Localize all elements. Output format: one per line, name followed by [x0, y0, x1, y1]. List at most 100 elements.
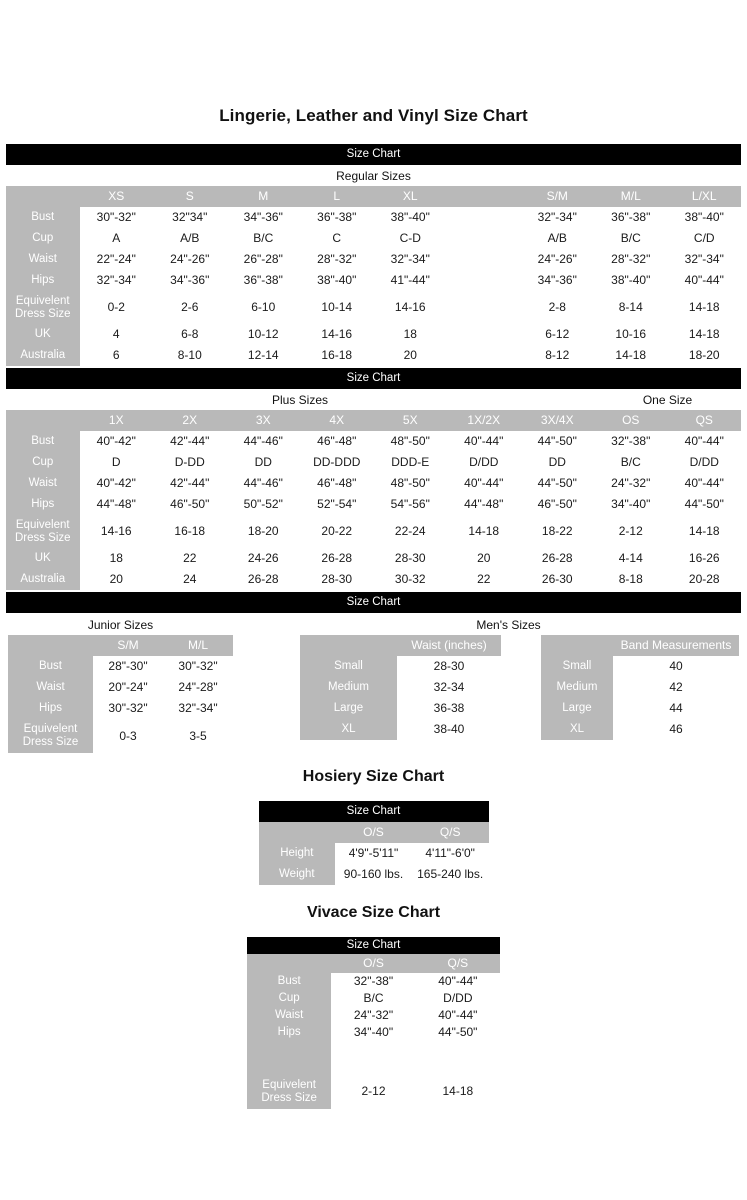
cell: 46"-48"	[300, 473, 374, 494]
plus-column-header-row: 1X 2X 3X 4X 5X 1X/2X 3X/4X OS QS	[6, 410, 741, 431]
vivace-col-qs: Q/S	[415, 954, 500, 973]
regular-column-header-row: XS S M L XL S/M M/L L/XL	[6, 186, 741, 207]
cell: 26"-28"	[226, 249, 300, 270]
page-title: Lingerie, Leather and Vinyl Size Chart	[219, 106, 528, 125]
cell: 38-40	[397, 719, 501, 740]
hosiery-col-qs: Q/S	[411, 822, 489, 843]
plus-col-1x: 1X	[79, 410, 153, 431]
cell: 0-3	[93, 719, 163, 753]
hosiery-col-os: O/S	[335, 822, 412, 843]
cell: 12-14	[226, 345, 300, 366]
row-label-waist: Waist	[8, 677, 93, 698]
cell: 24"-26"	[520, 249, 594, 270]
cell: 34"-40"	[331, 1024, 416, 1041]
vivace-bar-row: Size Chart	[247, 937, 500, 954]
table-row: Bust 40"-42" 42"-44" 44"-46" 46"-48" 48"…	[6, 431, 741, 452]
cell: 34"-36"	[153, 270, 227, 291]
cell: 30-32	[373, 569, 447, 590]
cell: DDD-E	[373, 452, 447, 473]
blank-cell	[415, 1041, 500, 1074]
table-row: Equivelent Dress Size 0-2 2-6 6-10 10-14…	[6, 291, 741, 324]
cell: D-DD	[153, 452, 227, 473]
size-chart-bar: Size Chart	[6, 144, 741, 165]
hosiery-bar-row: Size Chart	[258, 801, 489, 822]
cell: 50"-52"	[226, 494, 300, 515]
spacer	[0, 787, 747, 801]
hosiery-size-table: Size Chart O/S Q/S Height 4'9"-5'11" 4'1…	[258, 801, 489, 885]
row-label-waist: Waist	[6, 249, 80, 270]
cell: 6-8	[153, 324, 227, 345]
row-label-hips: Hips	[247, 1024, 332, 1041]
cell: 14-18	[594, 345, 668, 366]
cell: D	[79, 452, 153, 473]
cell: 36"-38"	[594, 207, 668, 228]
spacer	[0, 885, 747, 903]
cell: 14-18	[667, 515, 741, 548]
cell: 22-24	[373, 515, 447, 548]
cell-gap	[447, 291, 521, 324]
cell: 38"-40"	[667, 207, 741, 228]
mens-sizes-table: Waist (inches) Band Measurements Small 2…	[300, 635, 739, 740]
band-size-xl: XL	[541, 719, 613, 740]
spacer	[0, 753, 747, 767]
cell: 44"-50"	[520, 473, 594, 494]
cell: 28"-32"	[300, 249, 374, 270]
plus-col-5x: 5X	[373, 410, 447, 431]
table-row: Equivelent Dress Size 0-3 3-5	[8, 719, 233, 753]
cell: 30"-32"	[163, 656, 233, 677]
vivace-size-table: Size Chart O/S Q/S Bust 32"-38" 40"-44" …	[247, 937, 500, 1109]
cell: 4'9"-5'11"	[335, 843, 412, 864]
table-row: Waist 24"-32" 40"-44"	[247, 1007, 500, 1024]
cell: 4'11"-6'0"	[411, 843, 489, 864]
cell: C	[300, 228, 374, 249]
junior-sizes-label: Junior Sizes	[87, 618, 154, 632]
vivace-blank-row	[247, 1041, 500, 1074]
cell-spacer	[501, 656, 541, 677]
table-row: Waist 20"-24" 24"-28"	[8, 677, 233, 698]
table-row: Large 36-38 Large 44	[300, 698, 739, 719]
row-label-equivalent-dress-size: Equivelent Dress Size	[247, 1074, 332, 1109]
cell-gap	[447, 324, 521, 345]
cell: 32-34	[397, 677, 501, 698]
junior-col-ml: M/L	[163, 635, 233, 656]
mens-size-large: Large	[300, 698, 397, 719]
cell-spacer	[501, 677, 541, 698]
cell: 46"-50"	[520, 494, 594, 515]
mens-size-xl: XL	[300, 719, 397, 740]
size-chart-bar: Size Chart	[6, 592, 741, 613]
cell: B/C	[331, 990, 416, 1007]
row-label-equivalent-dress-size: Equivelent Dress Size	[8, 719, 93, 753]
cell: 34"-36"	[520, 270, 594, 291]
regular-group-label-row: Regular Sizes	[6, 165, 741, 186]
cell: 16-18	[300, 345, 374, 366]
cell: 2-12	[331, 1074, 416, 1109]
regular-col-sm: S/M	[520, 186, 594, 207]
hosiery-corner-cell	[258, 822, 336, 843]
cell: 22	[153, 548, 227, 569]
cell: 36-38	[397, 698, 501, 719]
row-label-uk: UK	[6, 324, 80, 345]
cell-spacer	[501, 719, 541, 740]
junior-corner-cell	[8, 635, 93, 656]
cell: 2-12	[594, 515, 668, 548]
cell: 40"-42"	[79, 431, 153, 452]
vivace-corner-cell	[247, 954, 332, 973]
cell: 40"-44"	[447, 431, 521, 452]
cell: 90-160 lbs.	[335, 864, 412, 885]
row-label-cup: Cup	[6, 228, 80, 249]
cell: 32"-34"	[373, 249, 447, 270]
cell: 18	[79, 548, 153, 569]
row-label-cup: Cup	[6, 452, 80, 473]
mens-band-header: Band Measurements	[613, 635, 739, 656]
cell: 2-8	[520, 291, 594, 324]
plus-sizes-table: Size Chart Plus Sizes One Size 1X 2X 3X …	[6, 368, 741, 590]
table-row: Australia 20 24 26-28 28-30 30-32 22 26-…	[6, 569, 741, 590]
mens-sizes-label: Men's Sizes	[476, 618, 541, 632]
cell: 38"-40"	[373, 207, 447, 228]
cell: 8-14	[594, 291, 668, 324]
cell: D/DD	[415, 990, 500, 1007]
size-chart-bar: Size Chart	[258, 801, 489, 822]
cell: 28-30	[373, 548, 447, 569]
cell: 2-6	[153, 291, 227, 324]
junior-col-sm: S/M	[93, 635, 163, 656]
